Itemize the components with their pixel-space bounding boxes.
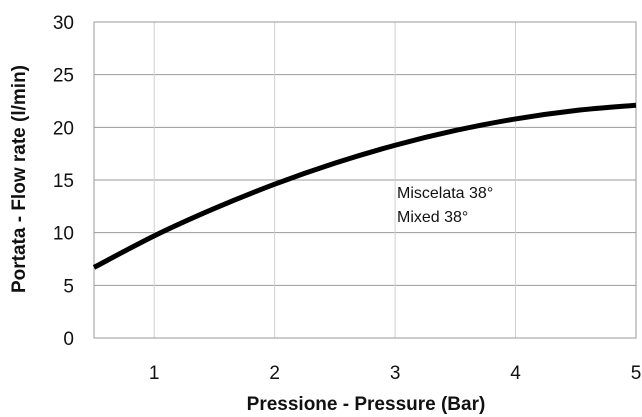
annotation-miscelata: Miscelata 38° [397,185,493,202]
annotation-mixed: Mixed 38° [397,209,468,226]
y-tick-label: 15 [53,171,74,192]
x-tick-label: 2 [269,363,280,384]
y-tick-label: 30 [53,13,74,34]
grid-lines [94,21,637,339]
flow-rate-line [92,102,637,270]
x-axis-title: Pressione - Pressure (Bar) [247,394,486,415]
x-tick-label: 4 [510,363,521,384]
series-layer [92,102,637,270]
y-tick-label: 5 [63,276,74,297]
x-tick-label: 5 [631,363,642,384]
plot-frame [93,21,637,339]
y-axis-title: Portata - Flow rate (l/min) [9,65,30,293]
x-tick-labels: 1 2 3 4 5 [149,363,641,384]
y-tick-label: 10 [53,224,74,245]
y-tick-label: 25 [53,66,74,87]
plot-border [93,21,637,339]
x-tick-label: 1 [149,363,160,384]
y-tick-labels: 0 5 10 15 20 25 30 [53,13,74,350]
x-tick-label: 3 [390,363,401,384]
y-tick-label: 20 [53,118,74,139]
y-tick-label: 0 [63,329,74,350]
